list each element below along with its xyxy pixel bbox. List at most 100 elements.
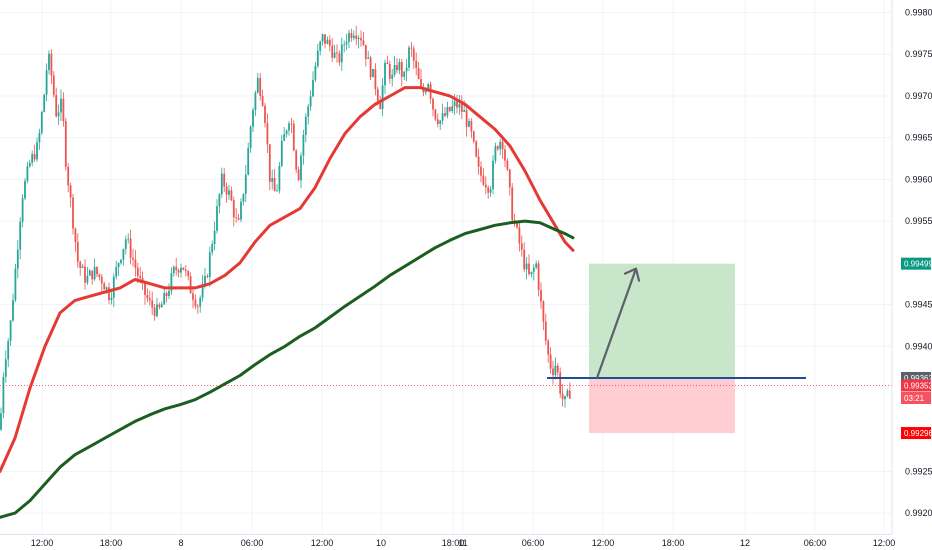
candle-body: [52, 75, 55, 96]
x-tick-label: 12:00: [31, 538, 54, 548]
candle-body: [273, 178, 276, 192]
candle-body: [436, 119, 439, 125]
candle-body: [374, 68, 377, 90]
candle-body: [458, 104, 461, 108]
candle-body: [283, 134, 286, 141]
candle-body: [492, 160, 494, 190]
candle-body: [338, 53, 341, 63]
candle-body: [556, 365, 559, 373]
candle-body: [38, 132, 41, 143]
candle-body: [307, 106, 310, 117]
drawing-tools[interactable]: [547, 267, 806, 379]
candle-body: [180, 267, 182, 273]
candle-body: [568, 390, 571, 399]
candle-body: [300, 155, 302, 181]
candle-body: [182, 267, 185, 270]
candle-body: [432, 98, 434, 110]
moving-average-line-1: [0, 86, 575, 473]
price-axis[interactable]: [891, 0, 932, 550]
candle-body: [230, 190, 233, 201]
loss-zone: [589, 377, 735, 434]
candle-body: [108, 287, 110, 300]
candle-body: [237, 218, 240, 220]
candle-body: [468, 121, 470, 127]
candle-body: [333, 52, 336, 58]
candle-body: [372, 68, 374, 78]
candle-body: [424, 90, 427, 93]
candle-body: [132, 257, 134, 260]
x-tick-label: 11: [458, 538, 467, 548]
candle-body: [444, 113, 446, 116]
candle-body: [141, 277, 144, 282]
candle-body: [74, 228, 77, 243]
candle-body: [355, 35, 358, 39]
candle-body: [204, 275, 206, 285]
x-tick-label: 18:00: [100, 538, 123, 548]
candle-body: [220, 173, 223, 195]
candle-body: [309, 96, 312, 107]
candle-body: [494, 146, 497, 161]
candle-body: [187, 271, 190, 277]
candle-body: [463, 110, 466, 112]
x-tick-label: 06:00: [241, 538, 264, 548]
candle-body: [259, 77, 262, 96]
candle-body: [268, 144, 271, 182]
candle-body: [134, 259, 137, 268]
candle-body: [19, 221, 22, 250]
candle-body: [249, 126, 252, 148]
candle-body: [158, 304, 161, 308]
candle-body: [434, 109, 437, 120]
candle-body: [501, 141, 504, 150]
candle-body: [247, 147, 250, 175]
candle-body: [350, 33, 353, 39]
candle-body: [33, 154, 36, 160]
candle-body: [26, 166, 29, 181]
candle-body: [232, 200, 235, 218]
candle-body: [276, 190, 278, 192]
candle-body: [117, 263, 120, 268]
candle-body: [405, 67, 408, 72]
candle-body: [278, 165, 281, 191]
candle-body: [225, 186, 228, 195]
long-position-tool[interactable]: [589, 263, 735, 434]
countdown-label: 03:21: [904, 394, 925, 403]
x-tick-label: 18:00: [442, 538, 465, 548]
candle-body: [139, 275, 142, 278]
candle-body: [451, 106, 454, 112]
candle-body: [544, 321, 547, 341]
candle-body: [129, 238, 132, 258]
candle-body: [393, 65, 396, 75]
candle-body: [516, 222, 518, 228]
candle-body: [28, 162, 31, 167]
price-tag-label: 0.99362: [904, 374, 932, 383]
candle-body: [470, 121, 473, 132]
candle-body: [328, 39, 331, 46]
candle-body: [343, 44, 346, 46]
candle-body: [31, 154, 34, 163]
candle-body: [84, 266, 86, 283]
grid-lines: [0, 0, 892, 534]
profit-zone: [589, 263, 735, 378]
price-tag-stop: 0.99296: [901, 427, 932, 440]
price-tag-label: 0.99499: [904, 260, 932, 269]
candle-body: [456, 101, 458, 108]
x-tick-label: 18:00: [662, 538, 685, 548]
price-tag-label: 0.99353: [904, 381, 932, 390]
candle-body: [403, 71, 406, 77]
candle-body: [9, 320, 12, 341]
candle-body: [206, 275, 209, 277]
candle-body: [367, 57, 370, 59]
candle-body: [264, 105, 266, 123]
candle-body: [417, 67, 420, 79]
candle-body: [530, 271, 533, 275]
candle-body: [547, 340, 550, 355]
x-tick-label: 06:00: [804, 538, 827, 548]
candle-body: [24, 180, 26, 199]
candle-body: [122, 248, 125, 260]
candle-body: [124, 239, 127, 249]
candle-body: [321, 34, 324, 42]
